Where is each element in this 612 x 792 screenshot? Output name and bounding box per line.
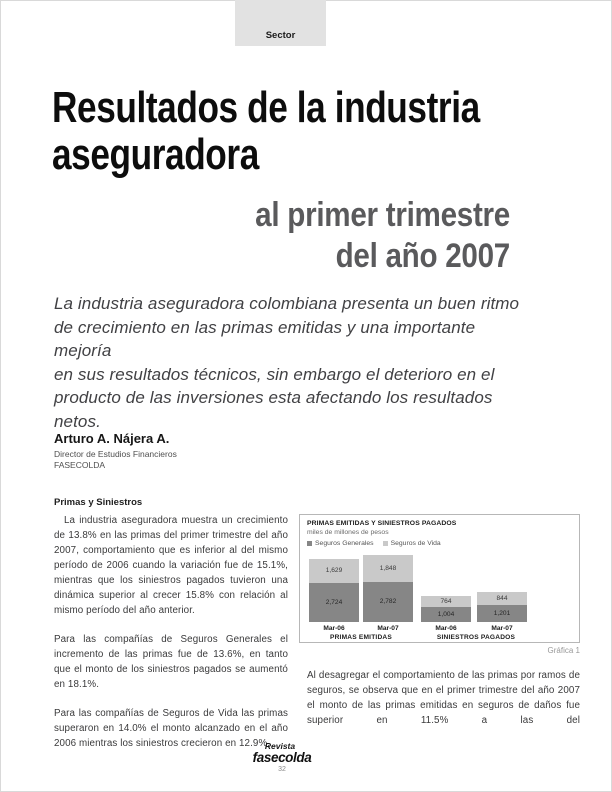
section-heading: Primas y Siniestros — [54, 497, 143, 508]
author-role: Director de Estudios Financieros — [54, 449, 177, 459]
section-tab: Sector — [235, 0, 326, 46]
chart-legend: Seguros Generales Seguros de Vida — [307, 540, 572, 547]
title-line-2: aseguradora — [52, 130, 259, 179]
bar-segment-seguros-de-vida: 1,629 — [309, 558, 359, 583]
right-column: Al desagregar el comportamiento de las p… — [307, 668, 580, 728]
bar-segment-seguros-generales: 1,004 — [421, 607, 471, 622]
bar-segment-seguros-de-vida: 844 — [477, 592, 527, 605]
fasecolda-logo: fasecolda — [252, 750, 312, 765]
chart-title: PRIMAS EMITIDAS Y SINIESTROS PAGADOS — [307, 520, 457, 527]
page-subtitle: al primer trimestre del año 2007 — [113, 195, 510, 277]
bar-segment-seguros-generales: 2,724 — [309, 582, 359, 622]
group-label: SINIESTROS PAGADOS — [436, 634, 516, 641]
subtitle-line-2: del año 2007 — [335, 237, 511, 275]
chart-subtitle: miles de millones de pesos — [307, 529, 389, 536]
bar-segment-seguros-generales: 1,201 — [477, 604, 527, 622]
page-number: 32 — [278, 766, 286, 773]
page-title: Resultados de la industria aseguradora — [52, 84, 548, 178]
legend-label: Seguros Generales — [315, 540, 374, 547]
stacked-bar: 1,848 2,782 — [363, 554, 413, 622]
group-label: PRIMAS EMITIDAS — [330, 634, 392, 641]
section-label: Sector — [265, 30, 296, 41]
x-axis-label: Mar-07 — [491, 625, 513, 632]
magazine-name: Revista — [264, 741, 296, 751]
left-column: Primas y Siniestros La industria asegura… — [54, 497, 288, 765]
page-footer: Revista fasecolda 32 — [232, 741, 332, 773]
legend-item: Seguros Generales — [307, 540, 374, 547]
x-axis-label: Mar-06 — [435, 625, 457, 632]
stacked-bar: 1,629 2,724 — [309, 558, 359, 622]
body-paragraph: Al desagregar el comportamiento de las p… — [307, 670, 580, 726]
lead-paragraph: La industria aseguradora colombiana pres… — [54, 294, 520, 431]
body-paragraph: Para las compañías de Seguros Generales … — [54, 634, 288, 690]
legend-swatch — [382, 541, 388, 546]
chart-card: PRIMAS EMITIDAS Y SINIESTROS PAGADOS mil… — [299, 514, 580, 643]
x-axis-label: Mar-07 — [377, 625, 399, 632]
author-organization: FASECOLDA — [54, 460, 106, 470]
bar-segment-seguros-generales: 2,782 — [363, 581, 413, 622]
author-block: Arturo A. Nájera A. Director de Estudios… — [54, 431, 177, 471]
bar-segment-seguros-de-vida: 764 — [421, 596, 471, 608]
stacked-bar: 844 1,201 — [477, 592, 527, 622]
subtitle-line-1: al primer trimestre — [255, 196, 510, 234]
stacked-bar: 764 1,004 — [421, 596, 471, 622]
body-paragraph: La industria aseguradora muestra un crec… — [54, 515, 288, 616]
legend-swatch — [307, 541, 312, 546]
bar-segment-seguros-de-vida: 1,848 — [363, 554, 413, 582]
chart-plot: 1,629 2,724 Mar-06 1,848 2,782 Mar-07 764 1,004… — [307, 515, 572, 642]
chart-header: PRIMAS EMITIDAS Y SINIESTROS PAGADOS mil… — [300, 515, 579, 547]
legend-item: Seguros de Vida — [382, 540, 441, 547]
author-name: Arturo A. Nájera A. — [54, 431, 170, 446]
x-axis-label: Mar-06 — [323, 625, 345, 632]
chart-caption: Gráfica 1 — [547, 646, 580, 655]
legend-label: Seguros de Vida — [390, 540, 441, 547]
body-paragraph: Para las compañías de Seguros de Vida la… — [54, 708, 288, 749]
title-line-1: Resultados de la industria — [52, 83, 480, 132]
